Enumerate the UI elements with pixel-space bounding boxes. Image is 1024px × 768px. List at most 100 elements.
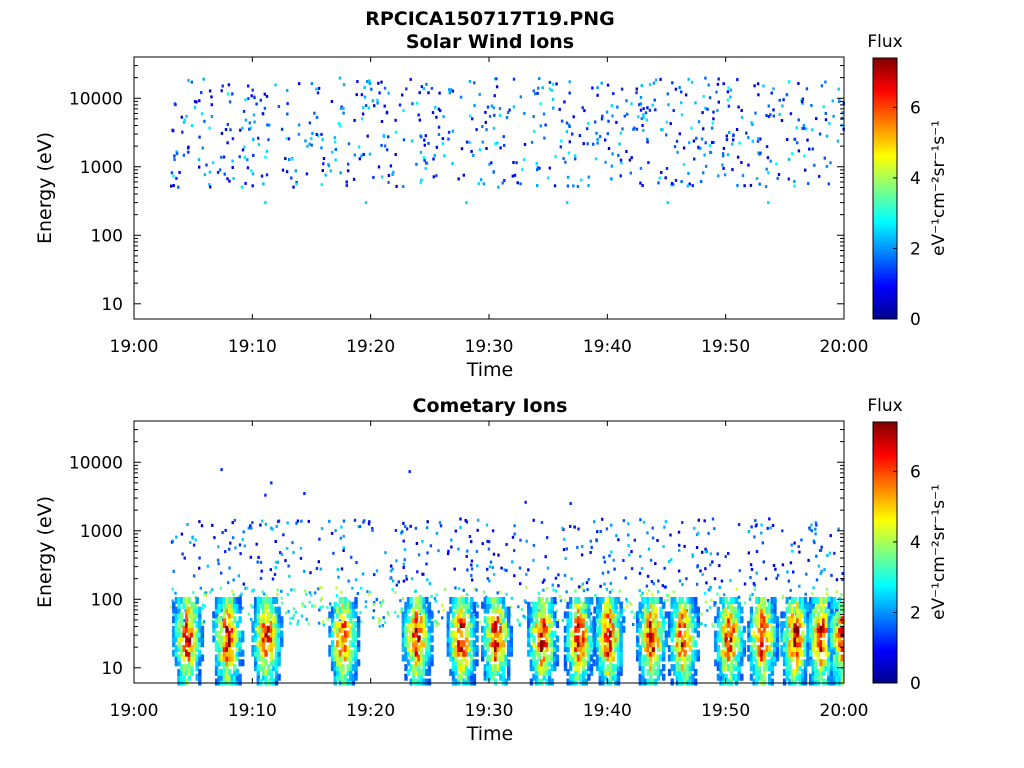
heatmap-cell (547, 678, 552, 686)
heatmap-cell (793, 640, 797, 648)
heatmap-cell (267, 645, 271, 652)
heatmap-cell (230, 678, 234, 686)
heatmap-cell (482, 182, 485, 186)
heatmap-cell (747, 621, 751, 628)
heatmap-cell (532, 654, 536, 662)
heatmap-cell (491, 645, 495, 652)
heatmap-cell (700, 622, 703, 626)
heatmap-cell (568, 91, 571, 95)
heatmap-cell (483, 597, 487, 604)
heatmap-cell (737, 625, 741, 633)
heatmap-cell (451, 635, 456, 643)
heatmap-cell (709, 151, 713, 155)
heatmap-cell (840, 668, 845, 676)
heatmap-cell (254, 654, 258, 662)
heatmap-cell (682, 146, 686, 150)
heatmap-cell (412, 621, 416, 628)
heatmap-cell (816, 678, 821, 686)
heatmap-cell (519, 582, 522, 586)
heatmap-cell (619, 664, 623, 672)
heatmap-cell (649, 654, 653, 662)
heatmap-cell (738, 141, 741, 145)
heatmap-cell (550, 630, 554, 638)
heatmap-cell (545, 635, 549, 643)
heatmap-cell (507, 668, 511, 676)
heatmap-cell (402, 109, 405, 112)
heatmap-cell (822, 625, 826, 633)
heatmap-cell (360, 620, 363, 624)
heatmap-cell (724, 664, 728, 672)
heatmap-cell (594, 593, 597, 597)
heatmap-cell (412, 673, 416, 681)
heatmap-cell (366, 590, 369, 594)
heatmap-cell (264, 635, 268, 643)
heatmap-cell (801, 640, 805, 648)
heatmap-cell (793, 668, 797, 676)
heatmap-cell (656, 621, 661, 628)
heatmap-cell (199, 586, 202, 590)
heatmap-cell (254, 659, 258, 667)
heatmap-cell (222, 597, 227, 604)
heatmap-cell (803, 673, 808, 681)
heatmap-cell (225, 630, 229, 638)
heatmap-cell (414, 589, 417, 593)
heatmap-cell (233, 654, 237, 662)
heatmap-cell (406, 616, 411, 624)
heatmap-cell (333, 621, 337, 628)
heatmap-cell (427, 630, 432, 638)
heatmap-cell (809, 659, 813, 667)
heatmap-cell (798, 640, 802, 648)
heatmap-cell (764, 577, 768, 581)
heatmap-cell (277, 606, 281, 614)
heatmap-cell (235, 668, 240, 676)
heatmap-cell (427, 616, 432, 624)
heatmap-cell (822, 645, 826, 652)
heatmap-cell (742, 645, 747, 652)
heatmap-cell (639, 594, 642, 597)
heatmap-cell (615, 534, 618, 538)
heatmap-cell (542, 649, 547, 657)
heatmap-cell (212, 611, 216, 619)
heatmap-cell (729, 601, 734, 609)
heatmap-cell (666, 92, 669, 96)
heatmap-cell (192, 606, 197, 614)
heatmap-cell (417, 659, 421, 667)
heatmap-cell (675, 654, 680, 662)
heatmap-cell (172, 625, 176, 633)
heatmap-cell (725, 134, 728, 138)
heatmap-cell (801, 100, 804, 104)
heatmap-cell (670, 664, 674, 672)
heatmap-cell (488, 668, 493, 676)
heatmap-cell (333, 659, 337, 667)
heatmap-cell (773, 630, 777, 638)
heatmap-cell (775, 576, 778, 580)
heatmap-cell (719, 654, 723, 662)
heatmap-cell (646, 601, 650, 609)
heatmap-cell (462, 621, 466, 628)
heatmap-cell (838, 654, 842, 662)
heatmap-cell (354, 673, 358, 681)
heatmap-cell (814, 616, 818, 624)
heatmap-cell (419, 621, 424, 628)
heatmap-cell (261, 597, 266, 604)
heatmap-cell (182, 645, 186, 652)
heatmap-cell (417, 654, 421, 662)
heatmap-cell (656, 625, 661, 633)
heatmap-cell (255, 102, 258, 106)
heatmap-cell (603, 668, 608, 676)
heatmap-cell (801, 630, 805, 638)
heatmap-cell (346, 621, 350, 628)
heatmap-cell (662, 601, 666, 609)
heatmap-cell (747, 163, 750, 167)
heatmap-cell (827, 654, 831, 662)
heatmap-cell (542, 668, 547, 676)
heatmap-cell (286, 521, 289, 525)
heatmap-cell (676, 150, 679, 154)
heatmap-cell (334, 529, 337, 533)
heatmap-cell (827, 630, 832, 638)
heatmap-cell (801, 597, 805, 604)
heatmap-cell (356, 592, 359, 595)
heatmap-cell (838, 616, 842, 624)
heatmap-cell (435, 115, 438, 119)
